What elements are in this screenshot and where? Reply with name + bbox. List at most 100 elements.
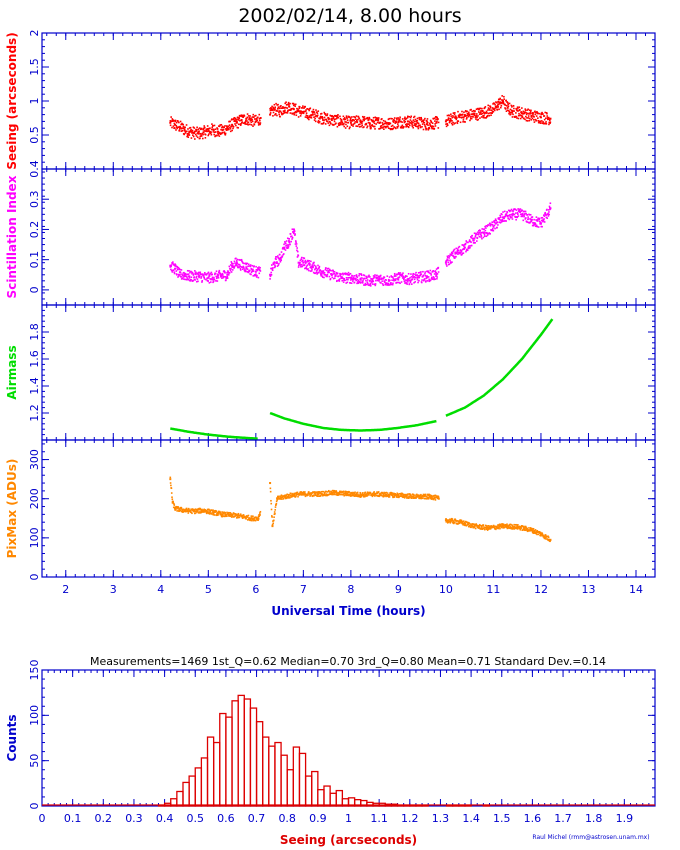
data-point [403,280,406,283]
data-point [357,115,360,118]
data-point [513,213,516,216]
data-point [322,121,325,124]
data-point [528,109,531,112]
data-point [249,265,252,268]
data-point [400,273,403,276]
data-point [395,275,397,277]
data-point [546,115,549,117]
data-point [370,125,373,127]
data-point [462,117,465,119]
data-point [451,518,454,520]
data-point [320,494,322,497]
data-point [182,274,184,277]
data-point [539,220,541,223]
data-point [484,229,487,232]
data-point [189,126,192,129]
data-point [170,116,172,118]
data-point [257,276,260,279]
data-point [450,251,453,254]
data-point [412,274,414,277]
data-point [427,497,430,500]
data-point [419,271,421,274]
data-point [354,278,357,281]
data-point [502,100,505,103]
data-point [366,281,369,283]
data-point [326,275,328,278]
data-point [241,517,244,520]
data-point [397,494,400,497]
data-point [309,107,312,110]
data-point [229,264,232,266]
data-point [414,494,416,497]
data-point [299,112,301,114]
data-point [547,212,549,215]
data-point [205,511,208,514]
data-point [340,120,343,123]
data-point [258,515,261,518]
data-point [373,283,375,286]
data-point [332,115,335,118]
data-point [526,528,529,530]
data-point [383,495,386,497]
data-point [511,525,514,528]
data-point [462,113,464,116]
data-point [251,264,254,267]
data-point [219,133,222,135]
data-point [352,491,354,494]
data-point [376,492,379,495]
data-point [405,279,408,282]
data-point [534,531,537,534]
data-point [512,212,514,215]
data-point [409,496,411,498]
data-point [326,491,329,493]
data-point [294,103,297,106]
data-point [449,259,451,262]
data-point [283,247,286,249]
data-point [364,491,367,494]
data-point [249,519,251,522]
data-point [210,128,213,131]
data-point [280,105,282,107]
data-point [195,128,197,131]
data-point [351,278,354,281]
data-point [216,128,219,130]
data-point [196,132,199,135]
data-point [208,274,210,276]
data-point [356,125,359,128]
data-point [198,508,200,511]
data-point [314,272,316,275]
data-point [503,220,505,222]
data-point [459,252,461,255]
data-point [257,116,259,119]
y-tick-label: 200 [28,488,41,509]
data-point [548,213,551,216]
data-point [195,275,198,278]
data-point [546,217,549,219]
data-point [361,124,363,127]
data-point [424,274,427,277]
data-point [494,525,497,528]
data-point [287,493,290,496]
data-point [384,281,386,284]
x-tick-label: 3 [110,583,117,596]
data-point [466,241,468,244]
data-point [373,120,375,123]
data-point [493,108,496,110]
data-point [460,249,462,251]
data-point [227,273,230,276]
data-point [409,124,411,127]
data-point [187,136,190,139]
data-point [474,523,476,526]
data-point [196,126,198,129]
data-point [300,491,303,494]
data-point [217,134,220,136]
data-point [209,512,212,515]
data-point [331,273,334,276]
data-point [459,519,462,521]
data-point [280,498,283,500]
data-point [227,127,229,130]
data-point [229,126,231,129]
data-point [333,489,336,492]
data-point [202,137,204,140]
data-point [242,262,244,264]
